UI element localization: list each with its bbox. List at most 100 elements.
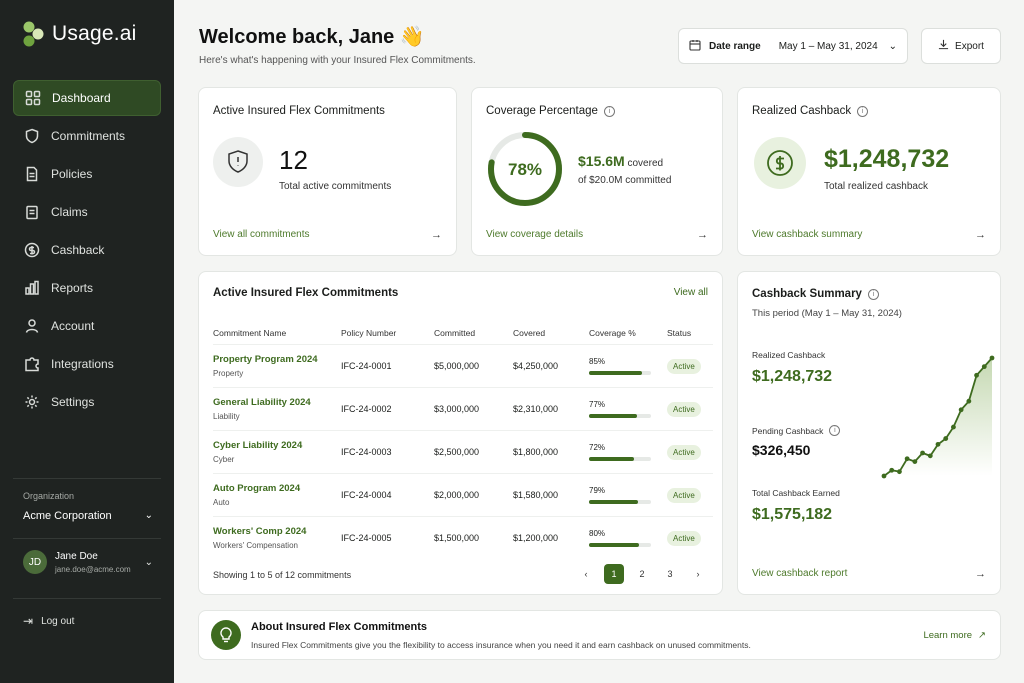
covered-amount: $15.6M [578, 153, 625, 169]
previous-page-button[interactable]: ‹ [584, 569, 588, 579]
column-header[interactable]: Committed [434, 328, 476, 338]
view-coverage-details-link[interactable]: View coverage details [486, 229, 584, 240]
column-header[interactable]: Commitment Name [213, 328, 287, 338]
commitment-name[interactable]: Cyber Liability 2024 [213, 440, 303, 451]
table-row[interactable]: Auto Program 2024 Auto IFC-24-0004 $2,000… [213, 473, 713, 516]
sidebar-item-dashboard[interactable]: Dashboard [13, 80, 161, 116]
sidebar-item-policies[interactable]: Policies [13, 156, 161, 192]
covered-word: covered [627, 158, 664, 169]
sidebar-item-account[interactable]: Account [13, 308, 161, 344]
date-range-label: Date range [709, 40, 761, 52]
commitment-type: Property [213, 369, 244, 378]
commitment-name[interactable]: Auto Program 2024 [213, 483, 301, 494]
organization-name: Acme Corporation [23, 510, 112, 522]
sidebar-divider [13, 478, 161, 479]
trend-point [889, 467, 895, 473]
learn-more-label: Learn more [923, 630, 973, 641]
active-commitments-sub: Total active commitments [279, 181, 392, 192]
table-row[interactable]: Property Program 2024 Property IFC-24-000… [213, 344, 713, 387]
view-all-commitments-link[interactable]: View all commitments [213, 229, 310, 240]
page-button[interactable]: 1 [604, 564, 624, 584]
commitment-cell: Workers' Comp 2024 Workers' Compensation [213, 526, 341, 550]
table-row[interactable]: Workers' Comp 2024 Workers' Compensation … [213, 516, 713, 559]
user-menu[interactable]: JD Jane Doe jane.doe@acme.com ⌄ [23, 550, 153, 574]
logout-icon: ⇥ [23, 614, 34, 628]
arrow-right-icon[interactable]: → [975, 568, 986, 580]
cashback-trend-chart [881, 355, 995, 479]
export-button[interactable]: Export [921, 28, 1001, 64]
learn-more-link[interactable]: Learn more ↗ [923, 630, 986, 641]
user-info: Jane Doe jane.doe@acme.com [55, 551, 145, 574]
arrow-right-icon[interactable]: → [697, 229, 708, 241]
commitment-type: Cyber [213, 455, 235, 464]
pending-cashback-value: $326,450 [752, 442, 811, 458]
table-row[interactable]: General Liability 2024 Liability IFC-24-0… [213, 387, 713, 430]
arrow-right-icon[interactable]: → [975, 229, 986, 241]
view-cashback-summary-link[interactable]: View cashback summary [752, 229, 863, 240]
table-header: Commitment Name Policy Number Committed … [213, 322, 713, 344]
trend-point [904, 456, 910, 462]
committed-amount: $5,000,000 [434, 361, 480, 371]
page-button[interactable]: 2 [639, 569, 645, 579]
logout-label: Log out [41, 615, 75, 627]
trend-point [927, 453, 933, 459]
committed-amount: $2,000,000 [434, 490, 480, 500]
info-icon[interactable]: i [603, 105, 615, 117]
info-icon[interactable]: i [857, 105, 869, 117]
covered-amount: $1,580,000 [513, 490, 559, 500]
logo[interactable]: Usage.ai [22, 20, 136, 48]
logout-button[interactable]: ⇥ Log out [23, 614, 74, 628]
sidebar-item-cashback[interactable]: Cashback [13, 232, 161, 268]
committed-amount: $3,000,000 [434, 404, 480, 414]
arrow-right-icon[interactable]: → [431, 229, 442, 241]
commitment-name[interactable]: Property Program 2024 [213, 354, 318, 365]
sidebar-item-integrations[interactable]: Integrations [13, 346, 161, 382]
dollar-circle-icon [754, 137, 806, 189]
coverage-percent: 72% [589, 443, 606, 452]
column-header[interactable]: Covered [513, 328, 546, 338]
organization-selector[interactable]: Organization Acme Corporation ⌄ [23, 491, 153, 522]
covered-amount: $1,800,000 [513, 447, 559, 457]
column-header[interactable]: Status [667, 328, 692, 338]
column-header[interactable]: Policy Number [341, 328, 397, 338]
commitment-type: Liability [213, 412, 240, 421]
total-cashback-value: $1,575,182 [752, 506, 833, 523]
view-all-link[interactable]: View all [673, 287, 708, 298]
coverage-bar [589, 543, 651, 547]
view-cashback-report-link[interactable]: View cashback report [752, 568, 848, 579]
sidebar-item-settings[interactable]: Settings [13, 384, 161, 420]
sidebar-item-reports[interactable]: Reports [13, 270, 161, 306]
table-row[interactable]: Cyber Liability 2024 Cyber IFC-24-0003 $2… [213, 430, 713, 473]
next-page-button[interactable]: › [696, 569, 700, 579]
external-link-icon: ↗ [978, 630, 986, 641]
grid-icon [24, 89, 42, 107]
organization-label: Organization [23, 491, 75, 501]
trend-point [912, 459, 918, 465]
info-icon[interactable]: i [867, 288, 879, 300]
coverage-cell: 72% [589, 443, 667, 461]
commitment-cell: General Liability 2024 Liability [213, 397, 341, 421]
commitment-name[interactable]: Workers' Comp 2024 [213, 526, 307, 537]
shield-icon [23, 127, 41, 145]
realized-cashback-card: Realized Cashback i $1,248,732 Total rea… [737, 87, 1001, 256]
sidebar-nav: Dashboard Commitments Policies Claims Ca… [13, 80, 161, 422]
card-title-row: Coverage Percentage i [486, 105, 615, 117]
trend-area [884, 358, 992, 476]
status-badge: Active [667, 445, 701, 460]
info-icon[interactable]: i [829, 425, 841, 436]
coverage-bar [589, 414, 651, 418]
coverage-covered-line: $15.6M covered [578, 153, 663, 169]
sidebar-divider [13, 538, 161, 539]
status-cell: Active [667, 359, 713, 374]
sidebar-item-claims[interactable]: Claims [13, 194, 161, 230]
page-button[interactable]: 3 [667, 569, 673, 579]
card-title: Active Insured Flex Commitments [213, 287, 399, 299]
column-header[interactable]: Coverage % [589, 328, 636, 338]
coverage-bar-fill [589, 543, 639, 547]
date-range-picker[interactable]: Date range May 1 – May 31, 2024 ⌄ [678, 28, 908, 64]
shield-icon [213, 137, 263, 187]
card-title: Realized Cashback [752, 105, 852, 117]
sidebar-item-commitments[interactable]: Commitments [13, 118, 161, 154]
cashback-summary-card: Cashback Summary i This period (May 1 – … [737, 271, 1001, 595]
commitment-name[interactable]: General Liability 2024 [213, 397, 311, 408]
